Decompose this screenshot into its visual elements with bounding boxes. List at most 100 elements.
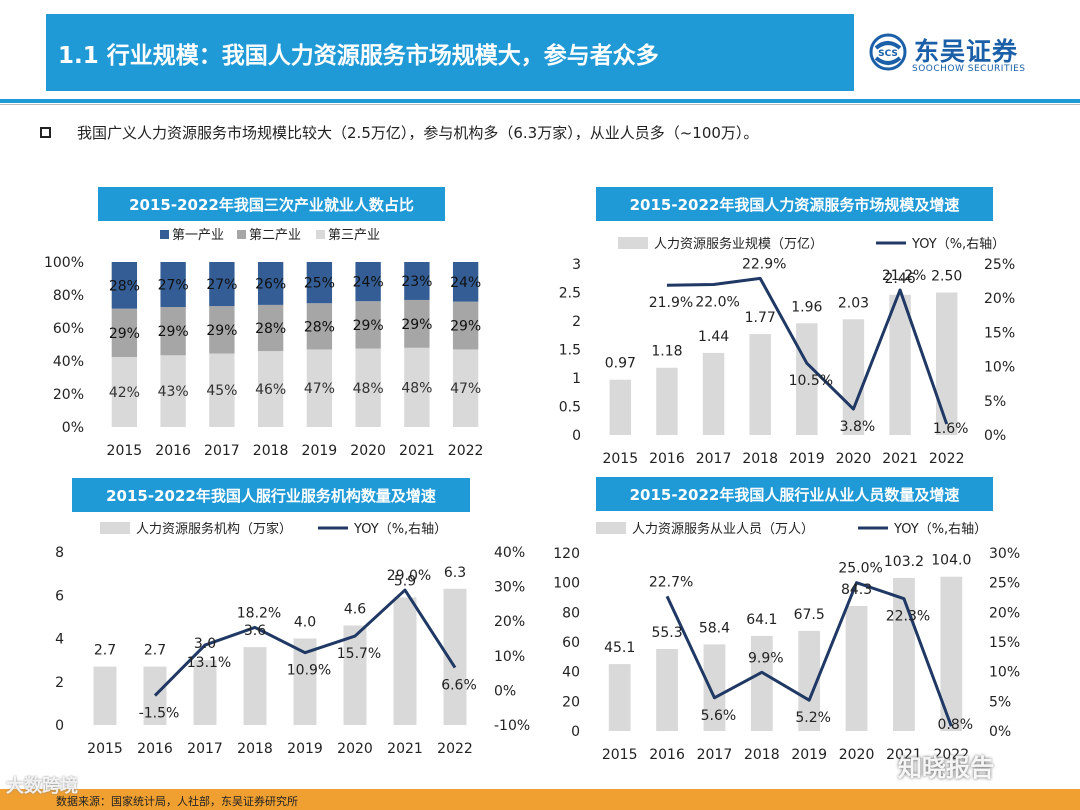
chart1-bar-segment (306, 262, 333, 304)
chart1-bar-segment (257, 304, 284, 352)
chart4-yoy-label: 9.9% (748, 650, 784, 666)
chart1-bar-segment (306, 303, 333, 350)
logo-chinese-name: 东吴证券 (914, 37, 1019, 66)
chart2-bar (889, 294, 911, 435)
chart3-y-tick-right: 40% (494, 545, 525, 561)
chart4-bar-label: 64.1 (746, 612, 777, 628)
chart4-y-tick-right: 25% (989, 576, 1020, 592)
chart3-y-tick-right: -10% (494, 718, 530, 734)
chart3-bar-label: 4.6 (344, 602, 366, 618)
chart3-yoy-label: 6.6% (441, 678, 477, 694)
chart3-yoy-label: 13.1% (187, 655, 231, 671)
chart2-y-tick-left: 1 (572, 371, 581, 387)
chart3-bar (243, 647, 267, 725)
chart4-yoy-line (665, 581, 953, 727)
chart1-data-label: 29% (158, 324, 189, 340)
chart1-data-label: 29% (109, 326, 140, 342)
chart3-x-tick: 2021 (387, 741, 423, 757)
chart3-yoy-label: 29.0% (387, 568, 431, 584)
chart2-y-tick-left: 0.5 (559, 400, 581, 416)
chart4-title: 2015-2022年我国人服行业从业人员数量及增速 (596, 477, 993, 511)
chart4-y-tick-right: 0% (989, 724, 1011, 740)
chart1-data-label: 47% (304, 381, 335, 397)
chart4-yoy-label: 22.7% (649, 574, 693, 590)
chart1-x-tick: 2020 (350, 443, 386, 459)
chart1-bar-segment (452, 262, 479, 302)
chart1-data-label: 46% (255, 382, 286, 398)
chart1-data-label: 29% (353, 318, 384, 334)
chart3-yoy-label: 10.9% (287, 663, 331, 679)
chart3-y-tick-left: 8 (55, 545, 64, 561)
chart3-x-tick: 2018 (237, 741, 273, 757)
chart3-legend-bar-swatch (100, 522, 130, 534)
chart2-bar-label: 1.96 (791, 299, 822, 315)
chart1-data-label: 47% (450, 381, 481, 397)
chart3-bar-label: 6.3 (444, 565, 466, 581)
chart4-x-tick: 2015 (602, 747, 638, 763)
chart2-y-tick-left: 2.5 (559, 286, 581, 302)
chart4-bar (798, 630, 821, 731)
chart4-bar (940, 576, 963, 731)
chart1-data-label: 45% (206, 383, 237, 399)
chart1-bar-segment (111, 262, 138, 309)
chart3-title: 2015-2022年我国人服行业服务机构数量及增速 (72, 478, 470, 512)
chart4-bar-label: 103.2 (884, 554, 924, 570)
chart1-y-tick: 0% (62, 420, 84, 436)
chart1-bar-segment (209, 262, 235, 307)
chart1-legend-label: 第三产业 (328, 228, 380, 243)
chart1-bar-segment (160, 262, 186, 307)
chart1-bar-segment (160, 355, 186, 427)
chart4-bar (608, 664, 631, 731)
chart1-data-label: 43% (158, 384, 189, 400)
chart2-y-tick-left: 3 (572, 257, 581, 273)
chart1-y-tick: 80% (53, 288, 84, 304)
chart2-x-tick: 2016 (649, 451, 685, 467)
chart1-data-label: 27% (206, 277, 237, 293)
chart2-bar-label: 1.77 (745, 310, 776, 326)
chart2-x-tick: 2015 (602, 451, 638, 467)
chart4-bar (703, 644, 726, 731)
chart1-data-label: 28% (109, 278, 140, 294)
chart2-y-tick-right: 5% (984, 394, 1006, 410)
chart1-data-label: 28% (304, 319, 335, 335)
watermark-left: 大数跨境 (6, 776, 78, 797)
chart4-bar (845, 605, 868, 731)
chart1-x-tick: 2018 (253, 443, 289, 459)
chart2-x-tick: 2017 (696, 451, 732, 467)
chart2-y-tick-left: 0 (572, 428, 581, 444)
chart1-bar-segment (257, 351, 284, 427)
chart1-x-tick: 2015 (107, 443, 143, 459)
chart4-bar (656, 648, 678, 731)
chart4-legend-line-label: YOY（%,右轴） (893, 522, 987, 537)
chart3-bar-label: 4.0 (294, 615, 316, 631)
chart4-bar-label: 45.1 (604, 640, 635, 656)
chart2-bar-label: 2.03 (838, 295, 869, 311)
chart3-y-tick-right: 20% (494, 614, 525, 630)
chart1-data-label: 29% (450, 319, 481, 335)
chart1-data-label: 25% (304, 276, 335, 292)
chart3-bar (193, 660, 217, 725)
chart2-title: 2015-2022年我国人力资源服务市场规模及增速 (596, 187, 993, 221)
chart4-y-tick-left: 20 (562, 694, 580, 710)
chart1-data-label: 29% (206, 323, 237, 339)
chart1-data-label: 26% (255, 276, 286, 292)
chart2-bar-label: 1.44 (698, 329, 729, 345)
chart1-x-tick: 2019 (302, 443, 338, 459)
chart2-yoy-label: 10.5% (789, 373, 833, 389)
chart4-yoy-label: 5.6% (701, 708, 737, 724)
chart1-data-label: 48% (401, 380, 432, 396)
chart4-yoy-label: 25.0% (838, 561, 882, 577)
chart2-x-tick: 2019 (789, 451, 825, 467)
chart1-legend-label: 第一产业 (172, 228, 224, 243)
chart1-bar-segment (404, 347, 430, 427)
chart4-y-tick-right: 15% (989, 635, 1020, 651)
chart2-yoy-label: 22.0% (695, 295, 739, 311)
bullet-square-icon (40, 127, 51, 138)
chart1-bar-segment (404, 262, 430, 300)
chart3-bar (443, 588, 467, 725)
chart2-y-tick-right: 25% (984, 257, 1015, 273)
chart1-legend-label: 第二产业 (249, 228, 301, 243)
chart3-x-tick: 2019 (287, 741, 323, 757)
chart3-y-tick-left: 0 (55, 718, 64, 734)
chart3-x-tick: 2015 (87, 741, 123, 757)
